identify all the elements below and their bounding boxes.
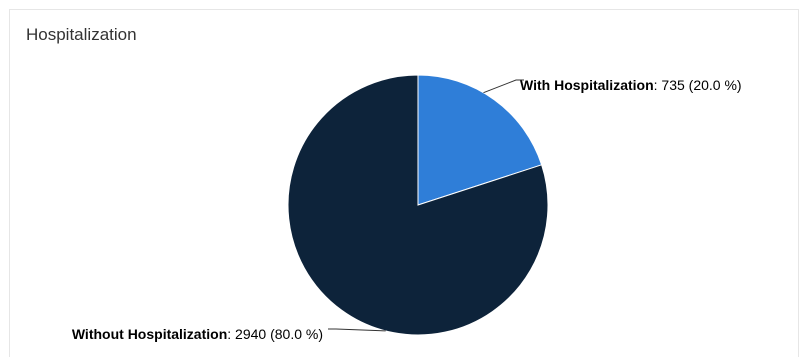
data-label-name: Without Hospitalization (72, 326, 227, 342)
data-label-value: : 735 (20.0 %) (654, 77, 742, 93)
data-label-name: With Hospitalization (520, 77, 654, 93)
connector-without-hospitalization (328, 328, 386, 332)
connector-with-hospitalization (483, 79, 524, 94)
data-label-value: : 2940 (80.0 %) (227, 326, 323, 342)
pie-slice-without-hospitalization[interactable] (287, 74, 549, 336)
chart-title: Hospitalization (26, 25, 137, 44)
data-label-with-hospitalization: With Hospitalization: 735 (20.0 %) (520, 77, 742, 93)
pie-slice-with-hospitalization[interactable] (417, 74, 543, 206)
data-label-without-hospitalization: Without Hospitalization: 2940 (80.0 %) (72, 326, 323, 342)
